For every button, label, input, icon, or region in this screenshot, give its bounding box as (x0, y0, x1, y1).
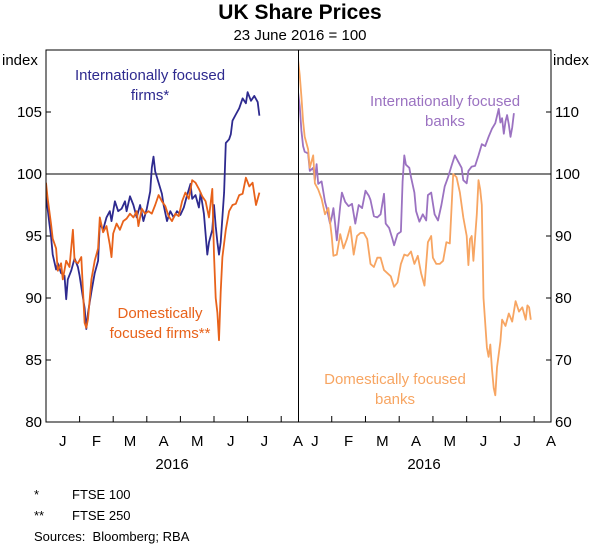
sources-text: Bloomberg; RBA (92, 529, 190, 544)
note-text: FTSE 250 (72, 508, 131, 523)
right-series-label-1: banks (375, 391, 415, 408)
right-month-label: A (546, 433, 556, 450)
right-y-tick-label: 80 (555, 290, 572, 307)
left-y-tick-label: 105 (17, 104, 42, 121)
sources-row: Sources: Bloomberg; RBA (34, 526, 189, 547)
note-row: ** FTSE 250 (34, 505, 189, 526)
note-symbol: * (34, 487, 40, 502)
left-month-label: M (191, 433, 204, 450)
right-y-tick-label: 70 (555, 352, 572, 369)
left-series-label-0: firms* (131, 87, 169, 104)
left-month-label: M (124, 433, 137, 450)
right-month-label: J (514, 433, 522, 450)
right-series-label-0: Internationally focused (370, 93, 520, 110)
chart-subtitle: 23 June 2016 = 100 (233, 27, 366, 44)
left-y-tick-label: 100 (17, 166, 42, 183)
left-series-line-0 (46, 91, 261, 330)
right-month-label: A (411, 433, 421, 450)
left-y-tick-label: 80 (25, 414, 42, 431)
left-y-tick-label: 95 (25, 228, 42, 245)
left-month-label: A (293, 433, 303, 450)
right-month-label: J (311, 433, 319, 450)
right-series-label-1: Domestically focused (324, 371, 466, 388)
right-y-tick-label: 110 (555, 104, 579, 121)
right-y-tick-label: 60 (555, 414, 572, 431)
chart-title: UK Share Prices (218, 1, 381, 24)
left-series-label-1: focused firms** (110, 325, 211, 342)
left-month-label: J (227, 433, 235, 450)
left-year-label: 2016 (155, 456, 188, 473)
right-series-line-1 (298, 59, 532, 397)
sources-label: Sources: (34, 529, 86, 544)
left-y-tick-label: 90 (25, 290, 42, 307)
right-y-tick-label: 90 (555, 228, 572, 245)
right-month-label: J (480, 433, 488, 450)
left-month-label: A (159, 433, 169, 450)
chart-notes: * FTSE 100 ** FTSE 250 Sources: Bloomber… (34, 484, 189, 547)
right-series-line-0 (298, 91, 515, 247)
note-symbol: ** (34, 508, 45, 523)
left-series-label-1: Domestically (117, 305, 203, 322)
right-month-label: M (444, 433, 457, 450)
right-y-tick-label: 100 (555, 166, 580, 183)
right-series-label-0: banks (425, 113, 465, 130)
left-series-line-1 (46, 176, 261, 342)
left-y-tick-label: 85 (25, 352, 42, 369)
left-series-label-0: Internationally focused (75, 67, 225, 84)
left-month-label: J (59, 433, 67, 450)
right-month-label: M (376, 433, 389, 450)
note-text: FTSE 100 (72, 487, 131, 502)
right-month-label: F (344, 433, 353, 450)
right-year-label: 2016 (407, 456, 440, 473)
right-axis-unit-label: index (553, 52, 589, 69)
note-row: * FTSE 100 (34, 484, 189, 505)
left-month-label: J (261, 433, 269, 450)
left-axis-unit-label: index (2, 52, 38, 69)
left-month-label: F (92, 433, 101, 450)
